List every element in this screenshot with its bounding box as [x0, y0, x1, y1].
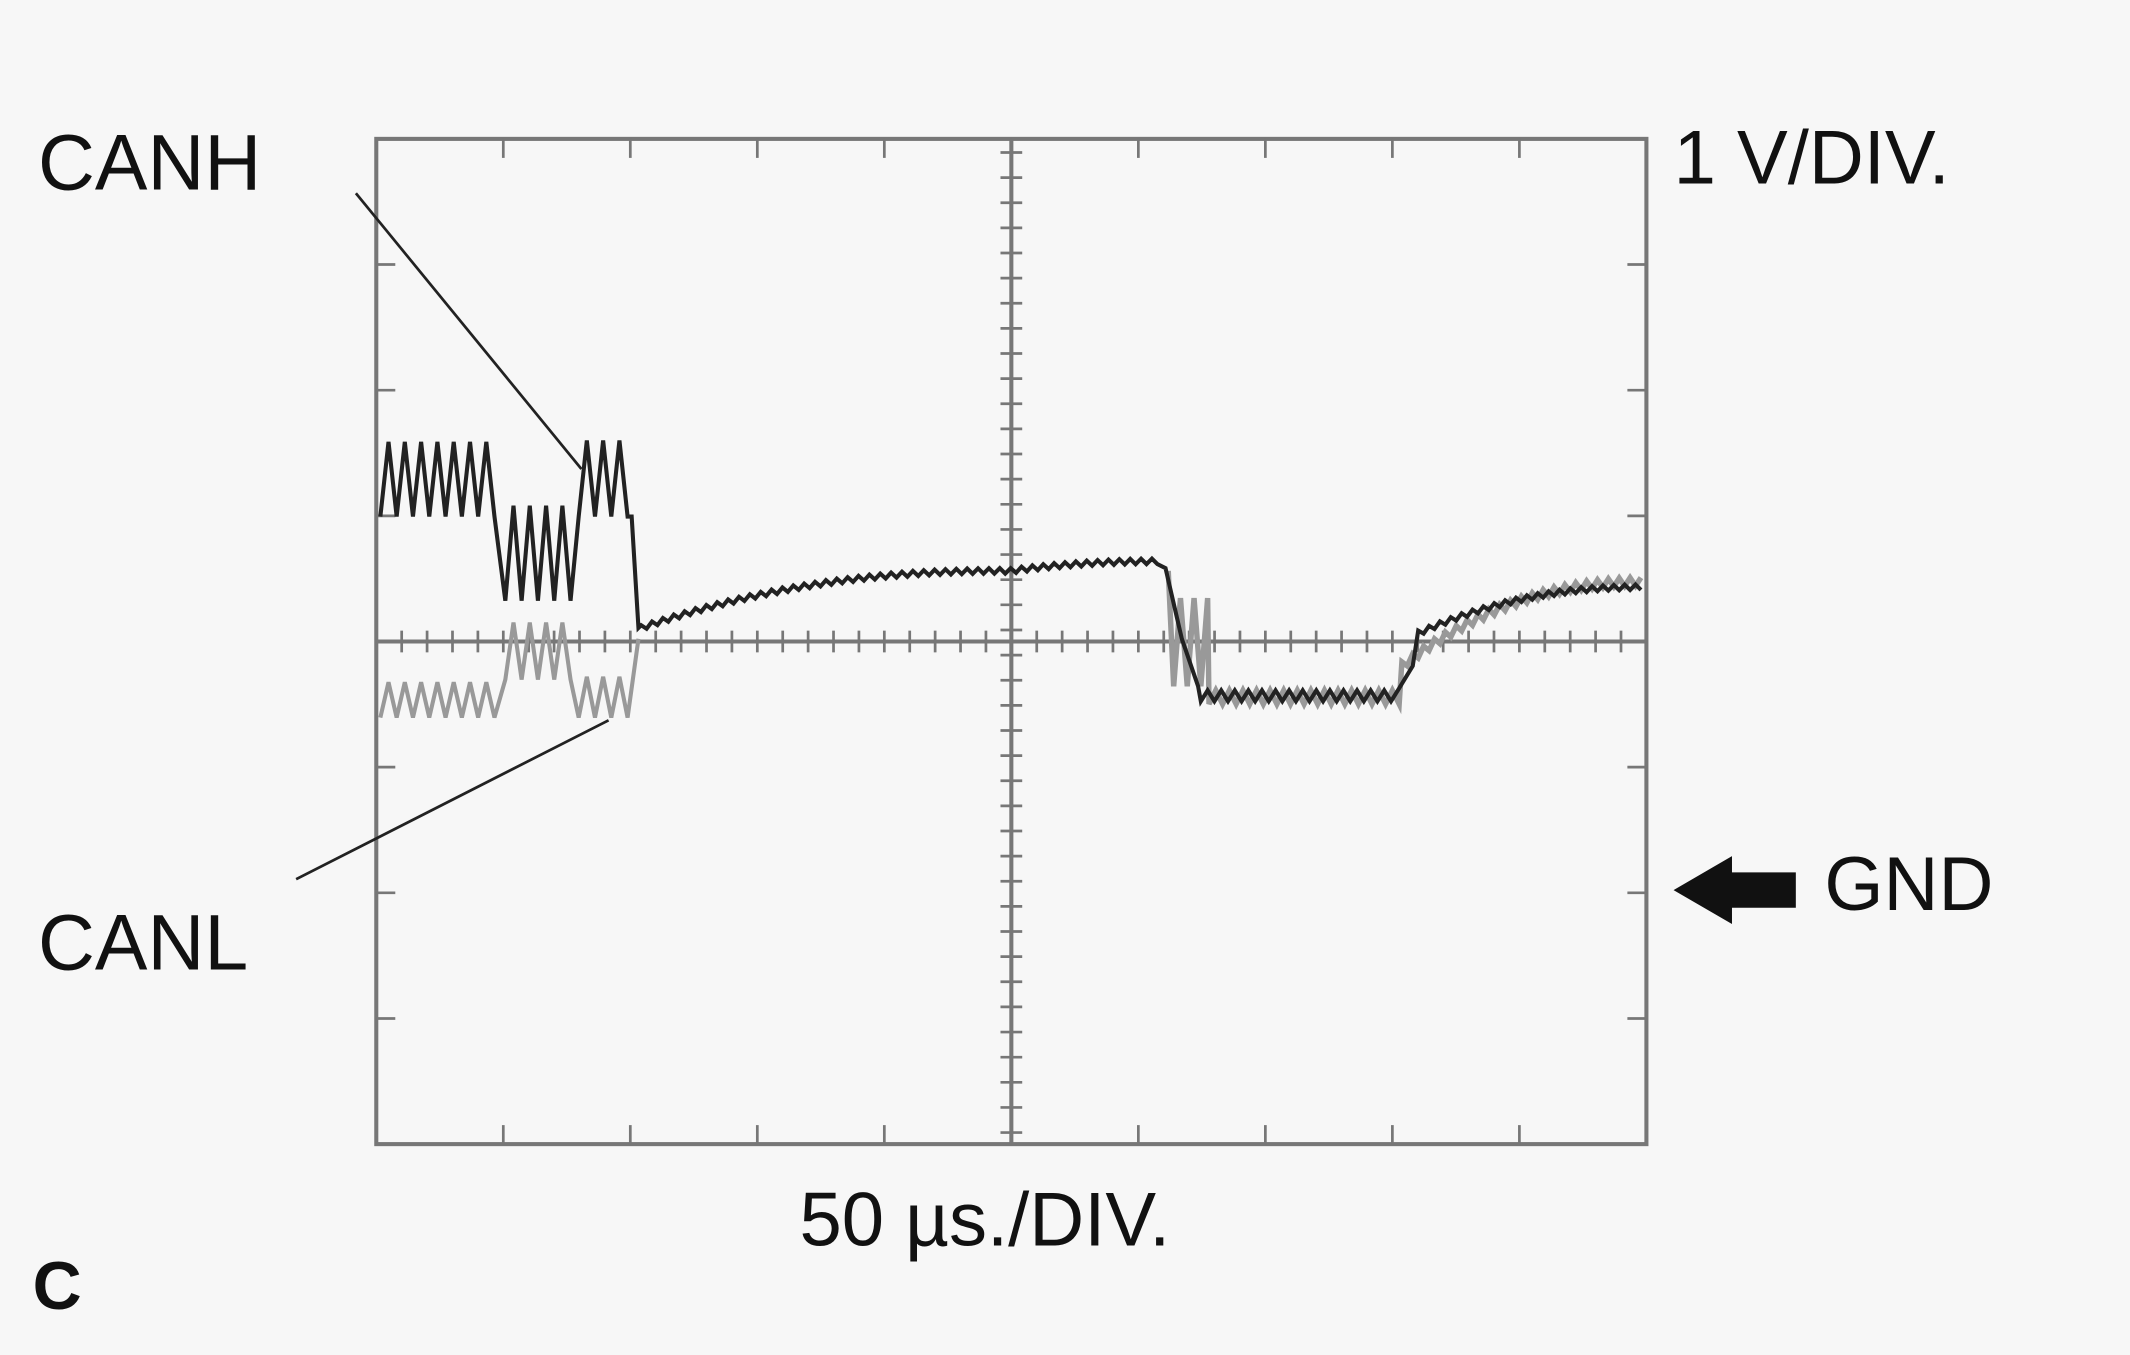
gnd-arrow — [1673, 856, 1796, 925]
gnd-label: GND — [1824, 842, 1993, 927]
traces — [378, 440, 1644, 719]
panel-label: C — [33, 1249, 82, 1324]
canh-trace — [378, 440, 1643, 707]
canl-leader — [295, 719, 610, 881]
canl-label: CANL — [38, 898, 248, 986]
canh-label: CANH — [38, 119, 261, 207]
canh-leader — [354, 192, 583, 470]
graticule — [374, 136, 1649, 1147]
canl-trace — [378, 622, 641, 719]
time-per-div-label: 50 µs./DIV. — [799, 1178, 1170, 1263]
volts-per-div-label: 1 V/DIV. — [1674, 115, 1950, 200]
